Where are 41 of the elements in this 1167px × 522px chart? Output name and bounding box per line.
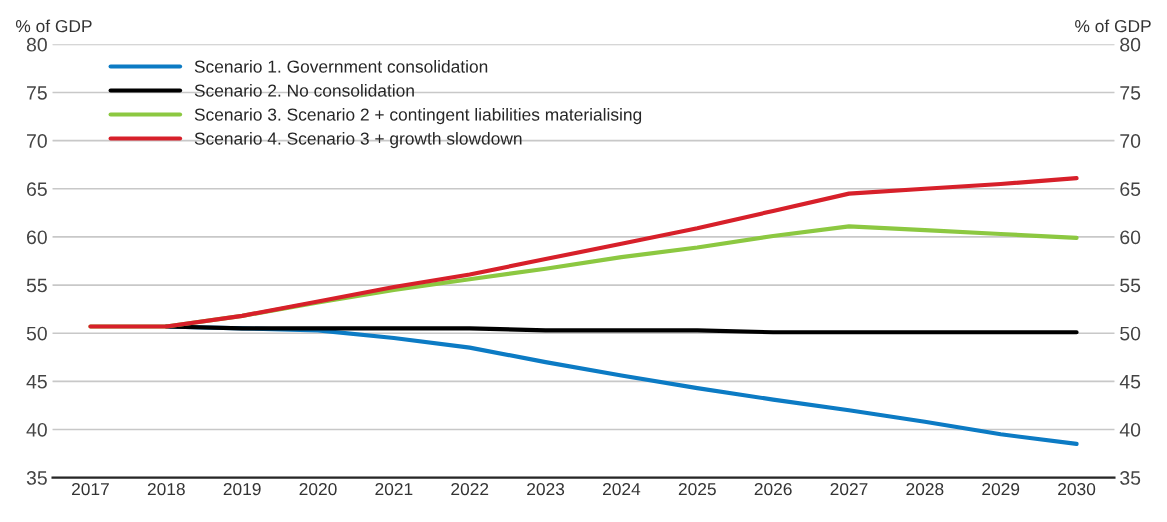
y-tick-label: 50 [26, 326, 47, 341]
x-tick-label: 2017 [72, 482, 109, 496]
x-tick-label: 2020 [299, 482, 337, 496]
y2-tick-label: 70 [1120, 134, 1141, 148]
y-tick-label: 60 [27, 230, 47, 245]
y2-tick-label: 60 [1120, 230, 1141, 245]
y2-axis-title: % of GDP [1075, 19, 1151, 33]
y-tick-label: 45 [26, 375, 47, 389]
y-tick-label: 70 [27, 134, 47, 148]
y-tick-label: 40 [26, 422, 47, 437]
y-axis-title: % of GDP [15, 19, 92, 33]
line-series [88, 176, 1079, 329]
x-tick-label: 2024 [602, 482, 641, 496]
legend-label: Scenario 2. No consolidation [194, 83, 414, 97]
y-tick-label: 80 [26, 37, 47, 52]
x-tick-label: 2026 [754, 482, 792, 496]
x-tick-label: 2019 [223, 482, 261, 496]
x-tick-label: 2018 [147, 482, 185, 496]
y2-tick-label: 80 [1120, 37, 1141, 52]
y-tick-label: 65 [27, 182, 47, 197]
y2-tick-label: 45 [1119, 375, 1141, 389]
legend-label: Scenario 4. Scenario 3 + growth slowdown [194, 131, 522, 149]
y2-tick-label: 75 [1120, 86, 1141, 100]
x-tick-label: 2030 [1058, 482, 1096, 496]
x-tick-label: 2021 [375, 482, 413, 496]
y2-tick-label: 55 [1120, 278, 1141, 293]
y2-tick-label: 35 [1120, 471, 1141, 485]
legend-label: Scenario 1. Government consolidation [194, 59, 488, 73]
x-tick-label: 2029 [982, 482, 1020, 496]
y-tick-label: 55 [26, 278, 47, 293]
y2-tick-label: 50 [1120, 326, 1141, 341]
y2-tick-label: 40 [1119, 422, 1141, 437]
x-tick-label: 2027 [830, 482, 868, 496]
y-tick-label: 35 [26, 471, 47, 485]
y-tick-label: 75 [27, 86, 47, 100]
x-tick-label: 2023 [527, 482, 565, 496]
y2-tick-label: 65 [1120, 182, 1141, 197]
x-tick-label: 2028 [906, 482, 944, 496]
legend-label: Scenario 3. Scenario 2 + contingent liabilities materialising [194, 107, 642, 125]
x-tick-label: 2025 [678, 482, 716, 496]
x-tick-label: 2022 [451, 482, 489, 496]
